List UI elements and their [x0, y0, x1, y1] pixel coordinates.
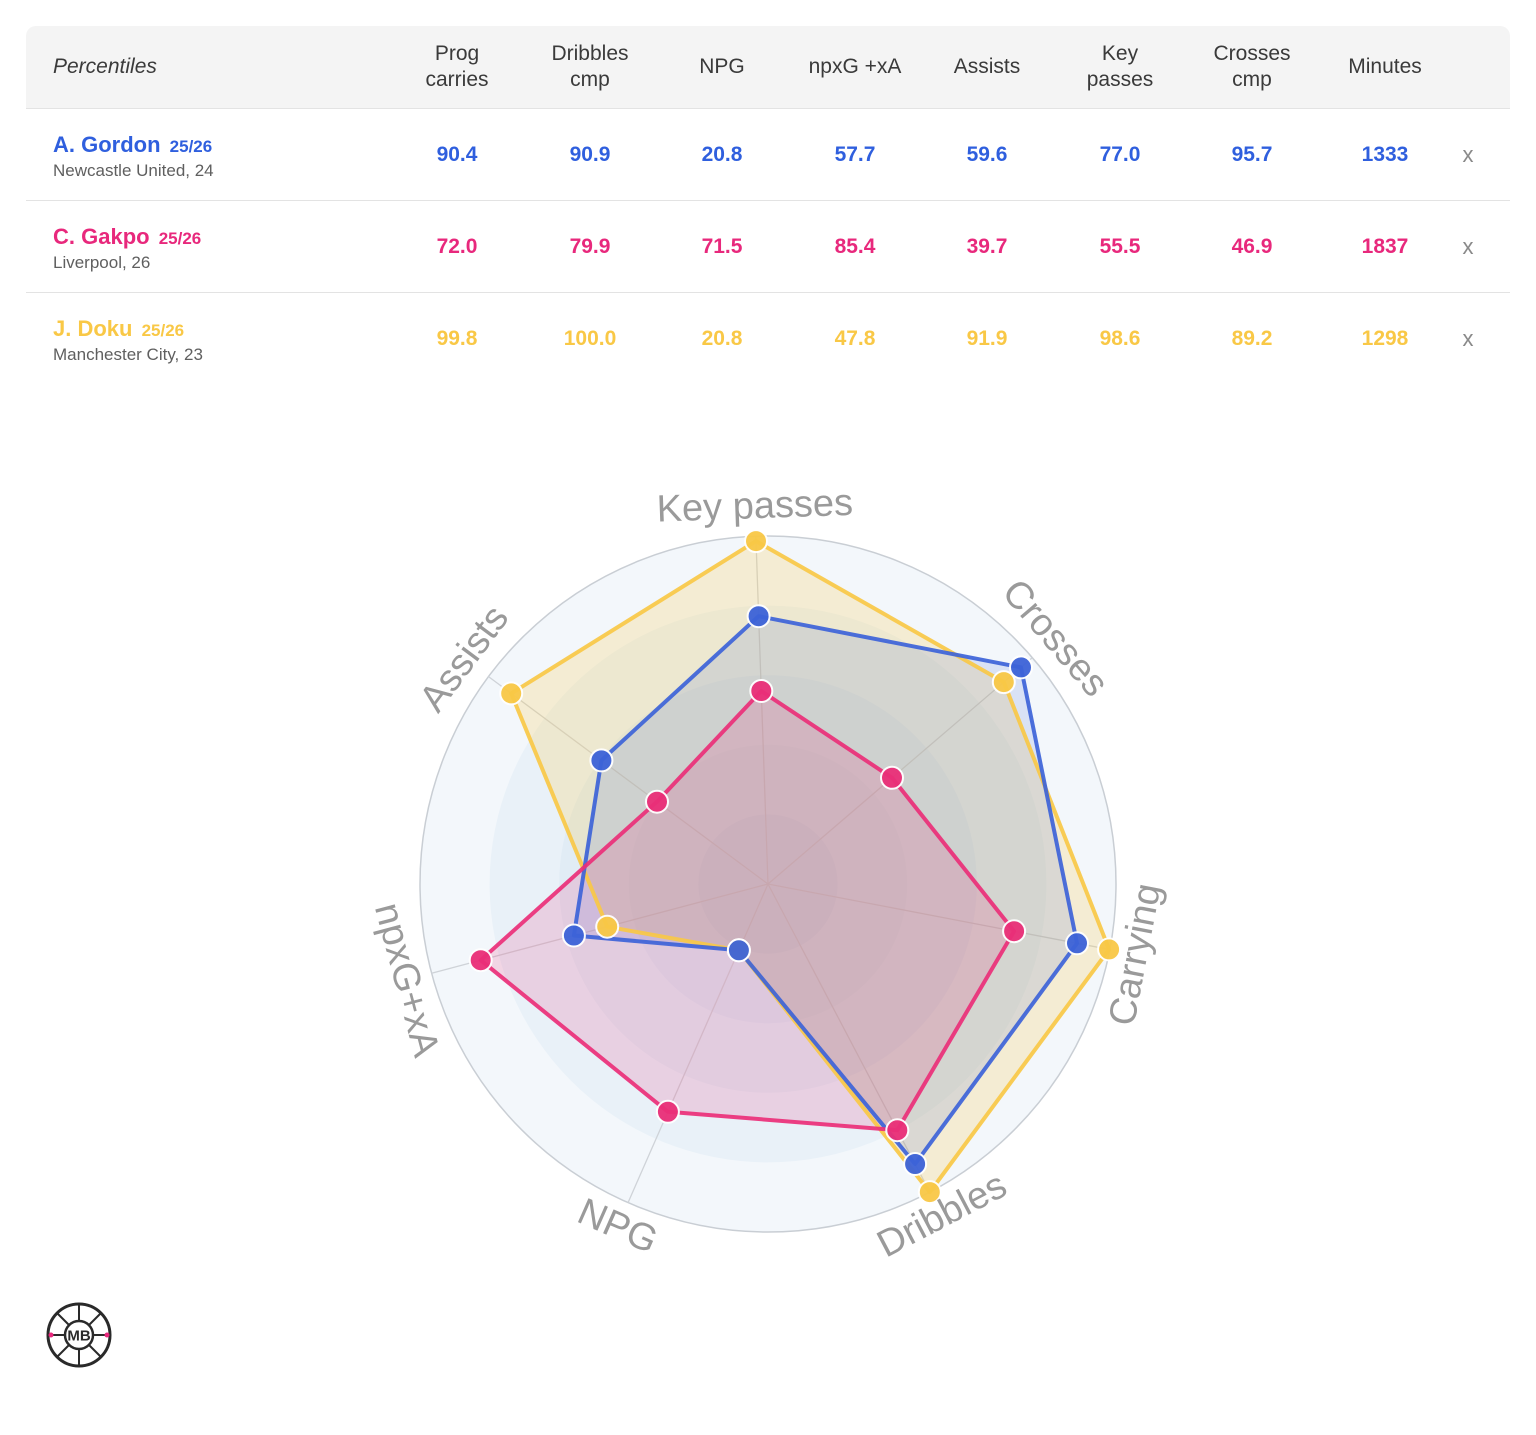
value-crosses-cmp: 89.2 [1231, 326, 1273, 350]
value-dribbles-cmp: 90.9 [569, 142, 611, 166]
player-name[interactable]: A. Gordon 25/26 [53, 132, 212, 158]
player-club-age: Manchester City, 23 [53, 345, 203, 364]
value-npxg-xa: 85.4 [834, 234, 876, 258]
value-dribbles-cmp: 100.0 [563, 326, 617, 350]
value-key-passes: 77.0 [1099, 142, 1141, 166]
radar-spoke [755, 536, 769, 885]
table-header: Percentiles Prog carries Dribbles cmp NP… [26, 26, 1510, 109]
player-name-text: C. Gakpo [53, 224, 150, 249]
table-row: A. Gordon 25/26 Newcastle United, 24 90.… [26, 109, 1510, 201]
mb-logo-icon: MB [46, 1302, 112, 1368]
value-npg: 71.5 [701, 234, 743, 258]
radar-point [749, 679, 774, 703]
value-dribbles-cmp: 79.9 [569, 234, 611, 258]
radar-point [499, 681, 524, 706]
radar-point [1097, 937, 1122, 962]
value-prog-carries: 99.8 [436, 326, 478, 350]
value-assists: 91.9 [966, 326, 1008, 350]
logo-text: MB [67, 1328, 90, 1345]
remove-player-button[interactable]: x [1462, 141, 1474, 167]
radar-point [746, 604, 771, 629]
radar-line-jdoku [509, 539, 1112, 1195]
radar-area-agordon [573, 616, 1077, 1164]
player-name-text: J. Doku [53, 316, 133, 341]
value-minutes: 1298 [1361, 326, 1409, 350]
remove-player-button[interactable]: x [1462, 233, 1474, 259]
remove-player-button[interactable]: x [1462, 325, 1474, 351]
player-club-age: Liverpool, 26 [53, 253, 151, 272]
radar-point [917, 1180, 942, 1205]
player-name[interactable]: J. Doku 25/26 [53, 316, 184, 342]
header-dribbles-cmp: Dribbles cmp [551, 42, 629, 91]
radar-point [561, 923, 586, 948]
header-minutes: Minutes [1348, 55, 1422, 78]
value-crosses-cmp: 95.7 [1231, 142, 1273, 166]
header-percentiles: Percentiles [53, 55, 157, 78]
radar-spoke [488, 676, 769, 885]
player-season: 25/26 [158, 229, 202, 248]
radar-point [726, 938, 751, 963]
value-assists: 59.6 [966, 142, 1008, 166]
value-key-passes: 98.6 [1099, 326, 1141, 350]
radar-point [880, 765, 904, 790]
value-minutes: 1333 [1361, 142, 1409, 166]
radar-point [655, 1099, 680, 1124]
radar-axis-label: Key passes [656, 482, 854, 531]
value-prog-carries: 90.4 [436, 142, 478, 166]
radar-point [589, 748, 614, 773]
value-assists: 39.7 [966, 234, 1008, 258]
value-npxg-xa: 47.8 [834, 326, 876, 350]
radar-point [991, 670, 1016, 695]
radar-spoke [767, 883, 1110, 951]
radar-point [1065, 931, 1089, 956]
player-name-text: A. Gordon [53, 132, 161, 157]
value-crosses-cmp: 46.9 [1231, 234, 1273, 258]
player-season: 25/26 [141, 321, 185, 340]
player-name[interactable]: C. Gakpo 25/26 [53, 224, 201, 250]
radar-line-agordon [571, 614, 1079, 1166]
radar-spoke [627, 883, 769, 1203]
header-prog-carries: Prog carries [425, 42, 489, 91]
radar-line-cgakpo [478, 689, 1017, 1133]
player-season: 25/26 [169, 137, 213, 156]
value-npxg-xa: 57.7 [834, 142, 876, 166]
radar-point [595, 914, 620, 939]
header-npxg-xa: npxG +xA [808, 55, 902, 78]
percentile-table: Percentiles Prog carries Dribbles cmp NP… [26, 26, 1510, 384]
radar-outer-ring [419, 535, 1117, 1233]
radar-point [903, 1152, 928, 1176]
radar-point [1009, 655, 1033, 680]
radar-point [468, 948, 493, 973]
table-row: C. Gakpo 25/26 Liverpool, 26 72.0 79.9 7… [26, 201, 1510, 293]
radar-point [744, 529, 768, 554]
value-prog-carries: 72.0 [436, 234, 478, 258]
table-row: J. Doku 25/26 Manchester City, 23 99.8 1… [26, 293, 1510, 384]
value-key-passes: 55.5 [1099, 234, 1141, 258]
radar-point [645, 789, 669, 814]
header-crosses-cmp: Crosses cmp [1213, 42, 1291, 91]
player-club-age: Newcastle United, 24 [53, 161, 214, 180]
radar-area-cgakpo [480, 691, 1015, 1131]
value-npg: 20.8 [701, 326, 743, 350]
header-npg: NPG [699, 55, 745, 78]
radar-point [1002, 919, 1027, 944]
radar-point [885, 1118, 910, 1143]
header-assists: Assists [953, 55, 1021, 78]
header-key-passes: Key passes [1086, 42, 1154, 91]
value-minutes: 1837 [1361, 234, 1409, 258]
value-npg: 20.8 [701, 142, 743, 166]
